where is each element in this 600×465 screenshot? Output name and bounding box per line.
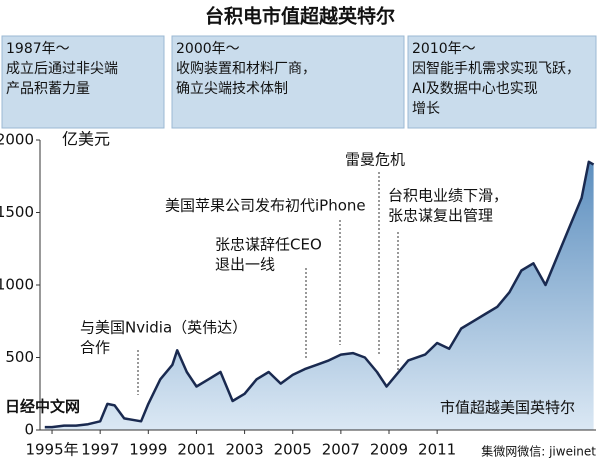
annotation: 张忠谋辞任CEO [215, 236, 322, 254]
annotation: 美国苹果公司发布初代iPhone [165, 197, 366, 215]
annotation: 雷曼危机 [345, 151, 405, 169]
y-tick-label: 1000 [0, 276, 34, 294]
y-tick-label: 2000 [0, 131, 34, 149]
x-tick-label: 1997 [81, 441, 119, 459]
period-text: 产品积蓄力量 [6, 81, 90, 97]
x-tick-label: 1999 [129, 441, 167, 459]
period-text: 因智能手机需求实现飞跃， [412, 61, 580, 77]
period-text: AI及数据中心也实现 [412, 81, 538, 97]
x-tick-label: 2003 [225, 441, 263, 459]
annotation: 张忠谋复出管理 [388, 207, 493, 225]
period-title: 2000年～ [176, 41, 240, 57]
line [44, 160, 595, 429]
x-tick-label: 2011 [418, 441, 456, 459]
watermark: 日经中文网 [5, 398, 80, 416]
period-text: 成立后通过非尖端 [6, 61, 118, 77]
period-box [1, 35, 165, 129]
annotation: 退出一线 [215, 256, 275, 274]
watermark: 集微网微信: jiweinet [481, 444, 596, 459]
y-unit: 亿美元 [62, 130, 110, 149]
x-tick-label: 2005 [274, 441, 312, 459]
period-title: 2010年～ [412, 41, 476, 57]
x-tick-label: 2007 [322, 441, 360, 459]
y-tick-label: 0 [24, 421, 34, 439]
y-tick-label: 1500 [0, 203, 34, 221]
chart-title: 台积电市值超越英特尔 [205, 5, 395, 28]
period-box [407, 35, 597, 129]
period-title: 1987年～ [6, 41, 70, 57]
annotation: 市值超越美国英特尔 [440, 399, 575, 417]
y-tick-label: 500 [5, 348, 34, 366]
annotation: 合作 [80, 339, 110, 357]
annotation: 与美国Nvidia（英伟达） [80, 319, 247, 337]
x-tick-label: 2001 [177, 441, 215, 459]
annotation: 台积电业绩下滑， [388, 187, 508, 205]
period-text: 收购装置和材料厂商， [176, 61, 316, 77]
x-tick-label: 2009 [370, 441, 408, 459]
period-text: 确立尖端技术体制 [176, 81, 288, 97]
period-box [171, 35, 405, 129]
x-tick-label: 1995年 [25, 441, 78, 459]
period-text: 增长 [412, 101, 440, 117]
